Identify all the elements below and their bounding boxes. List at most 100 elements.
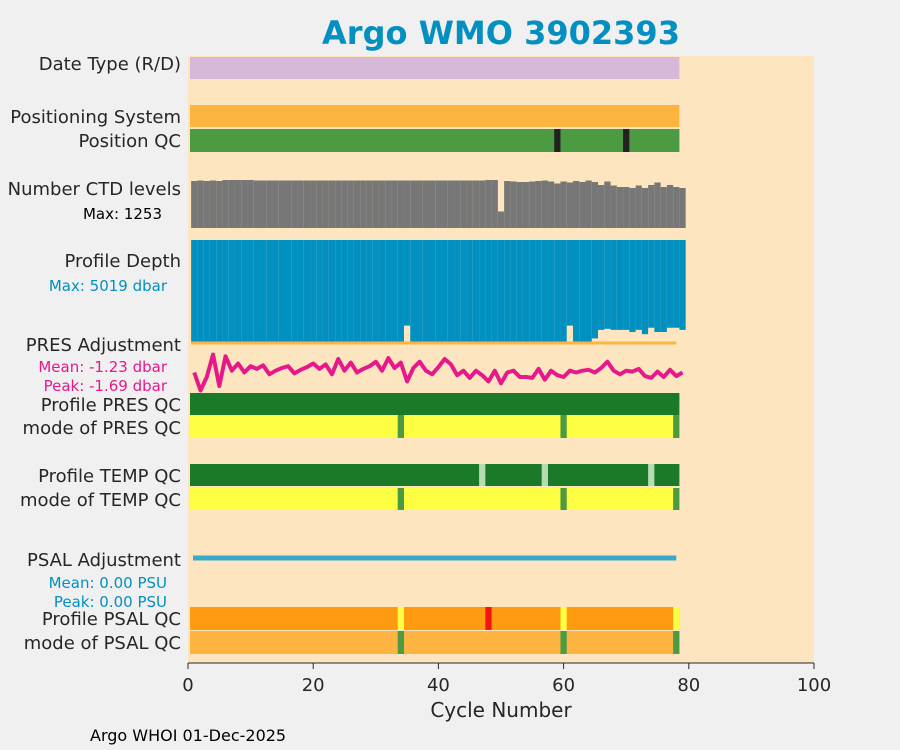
ctd-level-bar-27 xyxy=(353,180,361,228)
profile-depth-bar-49 xyxy=(491,240,498,344)
ctd-level-bar-41 xyxy=(441,180,448,228)
profile-depth-bar-15 xyxy=(278,240,286,344)
data-rows xyxy=(190,57,686,654)
ctd-level-bar-23 xyxy=(328,180,336,228)
label-profile-temp-qc: Profile TEMP QC xyxy=(38,466,181,487)
mode-pres-qc-band xyxy=(190,415,680,438)
profile-depth-bar-30 xyxy=(372,240,379,344)
ctd-level-bar-20 xyxy=(310,180,317,228)
profile-pres-qc-band xyxy=(190,393,680,415)
profile-depth-bar-47 xyxy=(479,240,486,344)
ctd-level-bar-21 xyxy=(316,180,323,228)
ctd-level-bar-59 xyxy=(554,183,561,228)
profile-depth-bar-79 xyxy=(679,240,686,330)
position-qc-bad-59 xyxy=(554,129,561,152)
ctd-level-bar-56 xyxy=(535,181,542,228)
profile-depth-bar-2 xyxy=(197,240,204,344)
profile-depth-bar-7 xyxy=(228,240,235,344)
ctd-level-bar-53 xyxy=(516,182,523,228)
profile-depth-bar-27 xyxy=(353,240,361,344)
profile-depth-bar-74 xyxy=(648,240,655,328)
label-position-qc: Position QC xyxy=(78,131,181,152)
ctd-level-bar-24 xyxy=(335,180,342,228)
profile-depth-bar-73 xyxy=(641,240,649,335)
profile-depth-bar-61 xyxy=(566,240,573,326)
ctd-level-bar-13 xyxy=(266,180,273,228)
profile-depth-bar-29 xyxy=(366,240,373,344)
x-tick-label-60: 60 xyxy=(552,675,575,696)
profile-depth-bar-11 xyxy=(253,240,260,344)
profile-depth-bar-34 xyxy=(397,240,404,344)
profile-depth-bar-32 xyxy=(385,240,392,344)
ctd-level-bar-32 xyxy=(385,180,392,228)
profile-temp-qc-light-57 xyxy=(541,464,548,486)
profile-depth-bar-25 xyxy=(341,240,348,344)
profile-depth-bar-46 xyxy=(472,240,480,344)
ctd-level-bar-30 xyxy=(372,180,379,228)
profile-depth-bar-3 xyxy=(203,240,210,344)
profile-depth-bar-20 xyxy=(310,240,317,344)
label-ctd-levels: Number CTD levels xyxy=(8,179,181,200)
ctd-level-bar-6 xyxy=(222,180,229,228)
profile-depth-bar-50 xyxy=(497,240,505,344)
profile-depth-bar-63 xyxy=(579,240,586,344)
mode-psal-qc-green-60 xyxy=(560,631,567,654)
mode-pres-qc-green-34 xyxy=(397,415,404,438)
ctd-level-bar-70 xyxy=(623,187,630,228)
profile-depth-bar-26 xyxy=(347,240,354,344)
row-labels: Date Type (R/D) Positioning System Positio… xyxy=(8,54,181,654)
profile-depth-bar-45 xyxy=(466,240,473,344)
label-psal-adjustment: PSAL Adjustment xyxy=(27,550,181,571)
ctd-level-bar-17 xyxy=(291,180,298,228)
mode-temp-qc-green-60 xyxy=(560,488,567,510)
ctd-level-bar-5 xyxy=(216,181,223,228)
profile-depth-bar-4 xyxy=(209,240,217,344)
profile-depth-bar-10 xyxy=(247,240,254,344)
ctd-level-bar-26 xyxy=(347,180,354,228)
ctd-level-bar-29 xyxy=(366,180,373,228)
profile-depth-bar-78 xyxy=(673,240,680,328)
profile-depth-bar-59 xyxy=(554,240,561,344)
label-profile-pres-qc: Profile PRES QC xyxy=(41,395,181,416)
profile-depth-bar-70 xyxy=(623,240,630,330)
profile-depth-bar-33 xyxy=(391,240,398,344)
ctd-level-bar-63 xyxy=(579,182,586,228)
mode-psal-qc-green-78 xyxy=(673,631,680,654)
ctd-level-bar-79 xyxy=(679,188,686,228)
ctd-level-bar-68 xyxy=(610,185,617,228)
profile-depth-bar-77 xyxy=(666,240,674,328)
profile-depth-bar-76 xyxy=(660,240,667,333)
profile-psal-qc-yellow-60 xyxy=(560,607,567,630)
plot-background xyxy=(188,56,814,663)
profile-depth-bar-16 xyxy=(285,240,292,344)
profile-depth-bar-21 xyxy=(316,240,323,344)
positioning-system-band xyxy=(190,105,680,127)
ctd-level-bar-36 xyxy=(410,180,417,228)
position-qc-bad-70 xyxy=(623,129,630,152)
mode-psal-qc-green-34 xyxy=(397,631,404,654)
profile-depth-bar-19 xyxy=(303,240,311,344)
profile-depth-bar-53 xyxy=(516,240,523,344)
profile-depth-bar-68 xyxy=(610,240,617,330)
profile-depth-bar-23 xyxy=(328,240,336,344)
ctd-level-bar-49 xyxy=(491,180,498,228)
ctd-level-bar-52 xyxy=(510,181,517,228)
profile-depth-bar-69 xyxy=(616,240,624,330)
ctd-level-bar-78 xyxy=(673,187,680,228)
ctd-level-bar-77 xyxy=(666,185,674,228)
chart-title: Argo WMO 3902393 xyxy=(322,14,680,52)
profile-depth-bar-24 xyxy=(335,240,342,344)
label-mode-psal-qc: mode of PSAL QC xyxy=(24,633,181,654)
ctd-level-bar-57 xyxy=(541,180,548,228)
ctd-level-bar-7 xyxy=(228,180,235,228)
ctd-level-bar-74 xyxy=(648,185,655,228)
profile-depth-bar-18 xyxy=(297,240,304,344)
ctd-level-bar-2 xyxy=(197,180,204,228)
mode-pres-qc-green-60 xyxy=(560,415,567,438)
label-data-type: Date Type (R/D) xyxy=(39,54,181,75)
ctd-level-bar-34 xyxy=(397,180,404,228)
ctd-level-bar-51 xyxy=(504,181,511,228)
profile-depth-bar-55 xyxy=(529,240,536,344)
label-mode-temp-qc: mode of TEMP QC xyxy=(20,490,181,511)
x-tick-label-0: 0 xyxy=(182,675,193,696)
